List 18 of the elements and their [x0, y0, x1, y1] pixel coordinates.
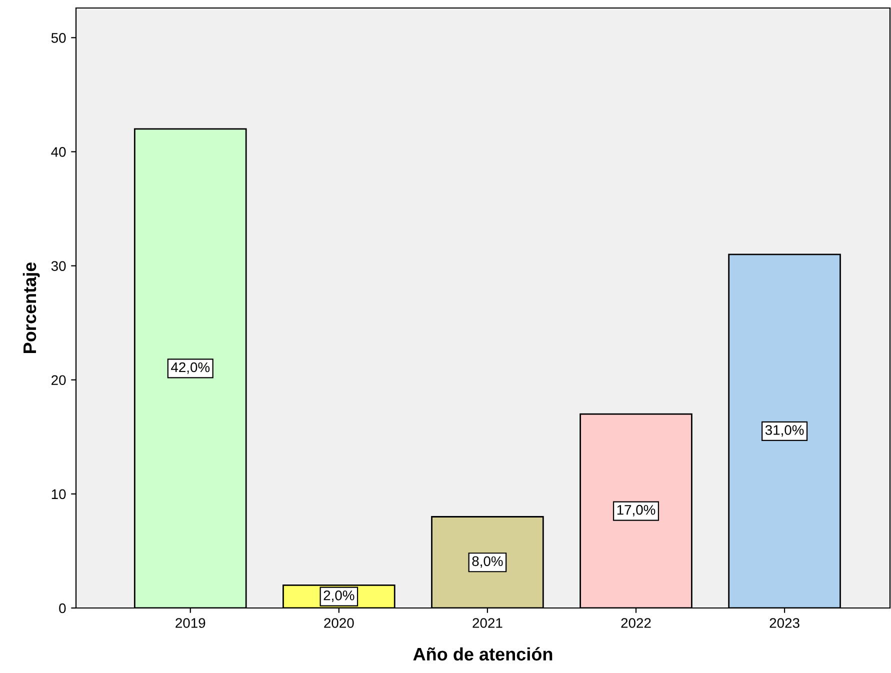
data-label: 2,0%	[324, 590, 354, 602]
y-tick-label: 10	[52, 489, 66, 500]
x-axis-title: Año de atención	[413, 647, 552, 661]
x-tick-label: 2023	[770, 618, 800, 628]
y-tick-label: 20	[52, 375, 66, 386]
y-tick-label: 40	[51, 147, 66, 157]
y-tick-label: 0	[59, 603, 66, 614]
x-tick-label: 2020	[324, 618, 354, 628]
x-tick-label: 2019	[176, 618, 206, 628]
data-label: 42,0%	[171, 362, 210, 374]
y-tick-label: 30	[51, 261, 66, 271]
data-label: 17,0%	[617, 504, 656, 516]
x-tick-label: 2021	[472, 618, 502, 628]
y-axis-title: Porcentaje	[22, 262, 40, 353]
y-tick-label: 50	[51, 32, 66, 43]
data-label: 8,0%	[472, 556, 503, 568]
x-tick-label: 2022	[621, 618, 651, 628]
data-label: 31,0%	[765, 425, 804, 437]
